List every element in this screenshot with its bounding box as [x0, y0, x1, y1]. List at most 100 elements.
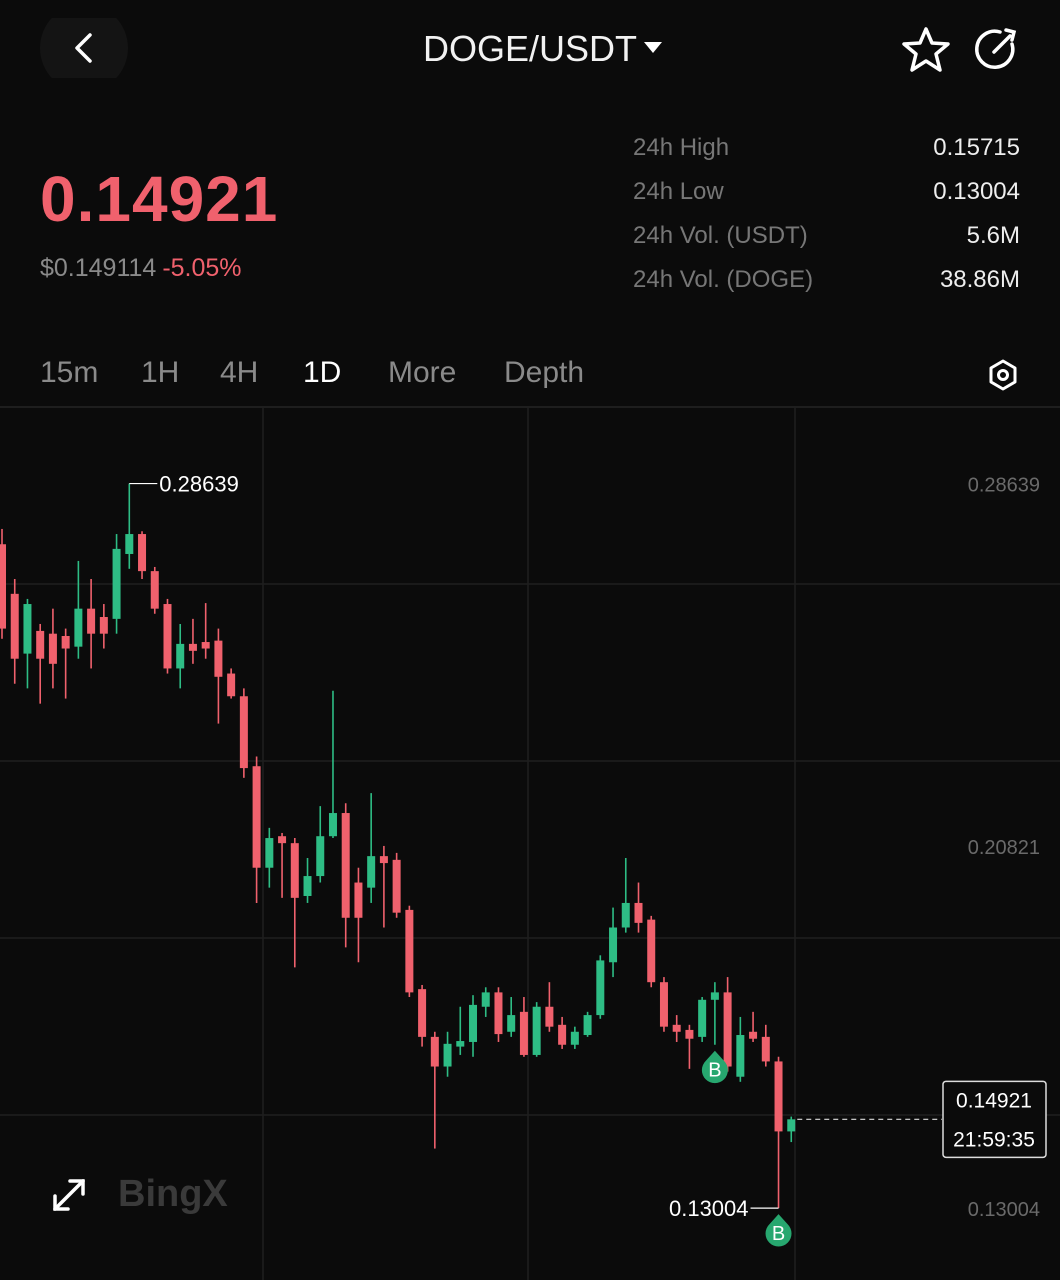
- candle-body: [570, 1031, 579, 1045]
- countdown: 21:59:35: [953, 1128, 1035, 1151]
- candle-body: [507, 1015, 516, 1032]
- candle-body: [138, 534, 147, 572]
- stat-label: 24h Low: [633, 178, 724, 205]
- candle-body: [774, 1061, 783, 1132]
- candle-body: [405, 909, 414, 993]
- trade-marker-label: B: [772, 1223, 785, 1245]
- candle-body: [328, 813, 337, 837]
- candle-body: [316, 836, 325, 877]
- candle-body: [227, 673, 236, 697]
- timeframe-tab[interactable]: 4H: [220, 356, 259, 389]
- candle-body: [418, 989, 427, 1037]
- candle-body: [23, 604, 32, 654]
- trade-marker: [701, 1050, 728, 1084]
- current-price-label: 0.14921: [956, 1089, 1032, 1112]
- y-tick-label: 0.28639: [968, 475, 1040, 497]
- timeframe-tab[interactable]: More: [388, 356, 457, 389]
- candle-body: [583, 1015, 592, 1036]
- fullscreen-icon[interactable]: [53, 1179, 85, 1211]
- price-line: $0.149114 -5.05%: [40, 254, 242, 283]
- trade-marker: [765, 1214, 792, 1247]
- timeframe-tab[interactable]: 15m: [40, 356, 99, 389]
- candle-body: [252, 766, 261, 868]
- candle-body: [367, 856, 376, 888]
- last-price: 0.14921: [40, 163, 279, 235]
- candle-body: [545, 1006, 554, 1027]
- candle-body: [710, 992, 719, 1000]
- candle-body: [10, 593, 19, 659]
- candle-body: [761, 1036, 770, 1062]
- candle-body: [609, 927, 618, 963]
- trade-marker-label: B: [708, 1060, 721, 1082]
- candle-body: [494, 992, 503, 1035]
- candle-body: [48, 633, 57, 664]
- pair-dropdown[interactable]: [642, 40, 664, 56]
- y-tick-label: 0.20821: [968, 837, 1040, 859]
- candle-body: [0, 544, 6, 629]
- candle-body: [558, 1024, 567, 1045]
- pair-title[interactable]: DOGE/USDT: [0, 28, 1060, 70]
- candle-body: [634, 902, 643, 923]
- candle-body: [278, 836, 287, 844]
- candle-body: [469, 1004, 478, 1042]
- candle-body: [150, 571, 159, 609]
- candle-body: [112, 548, 121, 619]
- candle-body: [188, 643, 197, 651]
- refresh-button[interactable]: [972, 26, 1022, 74]
- candle-body: [621, 902, 630, 928]
- candle-body: [239, 696, 248, 769]
- candle-body: [99, 617, 108, 634]
- stat-label: 24h Vol. (DOGE): [633, 266, 814, 293]
- chart-settings[interactable]: [986, 358, 1020, 392]
- candle-body: [481, 992, 490, 1007]
- candle-body: [659, 982, 668, 1027]
- candle-body: [303, 876, 312, 896]
- grid: [0, 406, 1060, 1280]
- timeframe-tab[interactable]: 1D: [303, 356, 342, 389]
- candle-body: [519, 1011, 528, 1055]
- max-annotation: 0.28639: [159, 472, 239, 497]
- timeframe-tab[interactable]: 1H: [141, 356, 180, 389]
- stat-value: 0.15715: [933, 134, 1020, 161]
- favorite-star[interactable]: [902, 26, 952, 74]
- candle-body: [163, 604, 172, 669]
- candle-body: [74, 608, 83, 647]
- candle-body: [596, 960, 605, 1016]
- current-price-box: [942, 1080, 1047, 1159]
- candle-body: [672, 1024, 681, 1032]
- timeframe-tab[interactable]: Depth: [504, 356, 585, 389]
- y-tick-label: 0.13004: [968, 1199, 1040, 1221]
- candle-body: [201, 642, 210, 649]
- candle-body: [430, 1036, 439, 1067]
- candle-body: [354, 882, 363, 918]
- back-button[interactable]: [40, 18, 130, 78]
- watermark: BingX: [118, 1173, 228, 1215]
- candle-body: [787, 1119, 796, 1132]
- candle-body: [125, 534, 134, 554]
- candle-body: [723, 992, 732, 1067]
- candle-body: [647, 919, 656, 983]
- candle-body: [290, 843, 299, 898]
- price-change: -5.05%: [162, 254, 242, 282]
- stat-value: 38.86M: [939, 266, 1020, 293]
- candle-body: [749, 1031, 758, 1039]
- candle-body: [736, 1035, 745, 1077]
- candle-body: [456, 1041, 465, 1047]
- stat-value: 5.6M: [966, 222, 1020, 249]
- candle-body: [176, 643, 185, 669]
- stat-value: 0.13004: [933, 178, 1020, 205]
- candle-body: [392, 859, 401, 913]
- candle-body: [698, 999, 707, 1037]
- usd-price: $0.149114: [40, 254, 157, 282]
- candle-body: [443, 1043, 452, 1067]
- pair-name[interactable]: DOGE/USDT: [422, 28, 637, 69]
- candle-body: [36, 630, 45, 659]
- min-annotation: 0.13004: [669, 1196, 749, 1221]
- candle-body: [532, 1006, 541, 1055]
- candlestick-chart: BingX 0.28639 0.20821 0.13004 0.28639 0.1300…: [0, 406, 1060, 1280]
- candle-body: [685, 1029, 694, 1039]
- candle-body: [265, 838, 274, 868]
- candle-body: [87, 608, 96, 634]
- candle-body: [379, 856, 388, 864]
